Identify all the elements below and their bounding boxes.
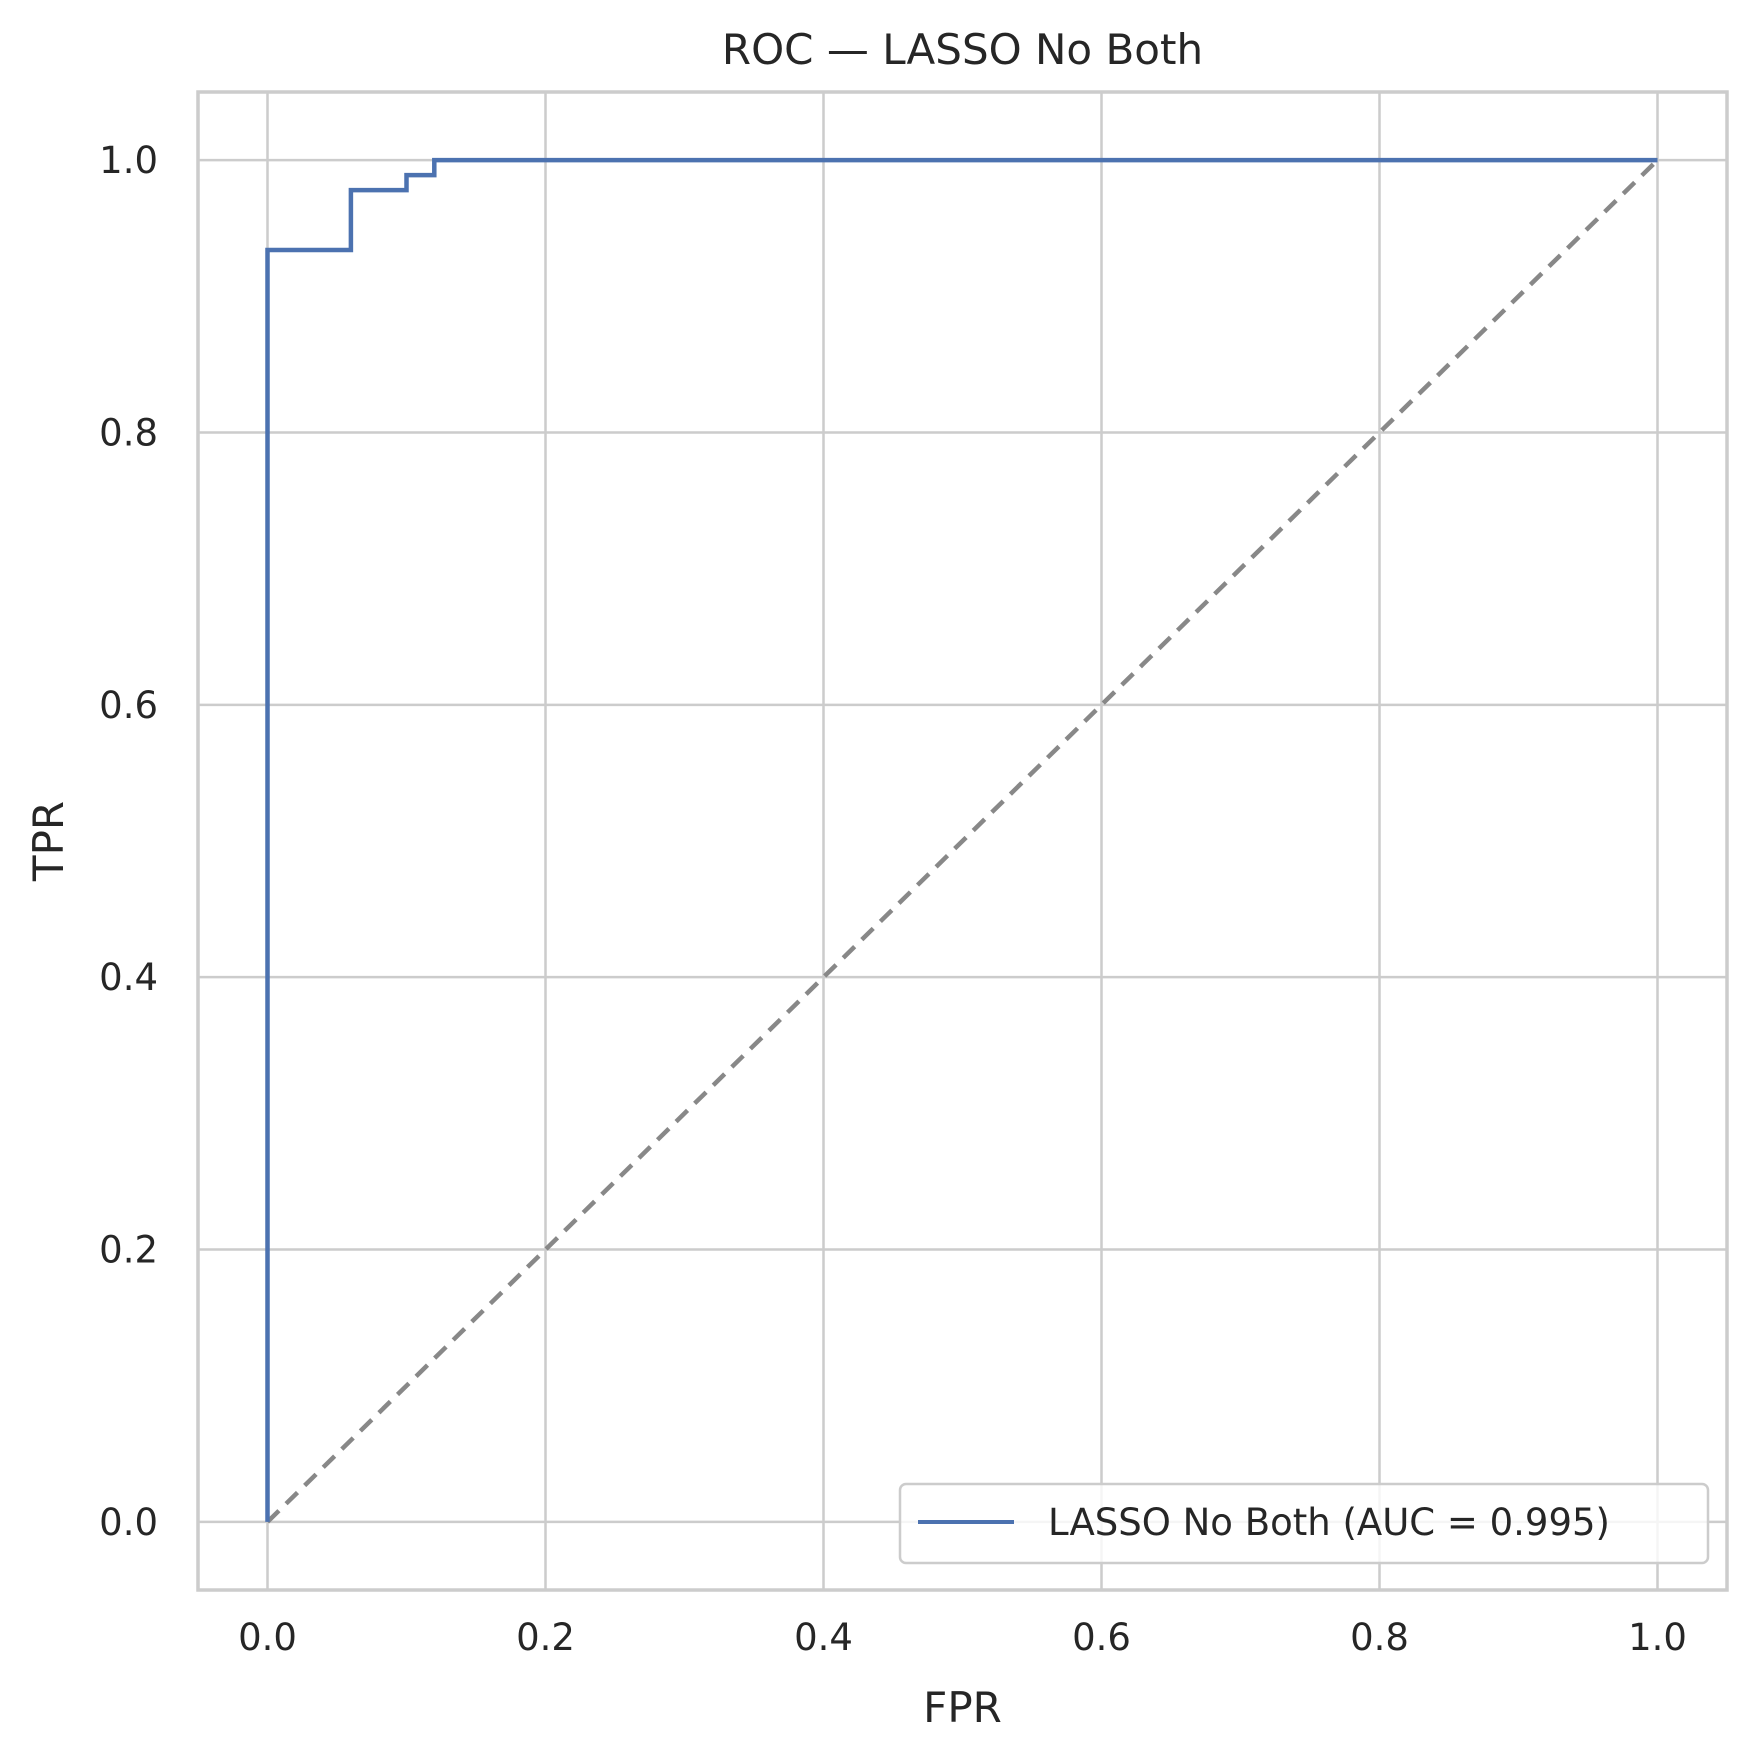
- x-tick-label: 0.2: [516, 1616, 575, 1659]
- y-tick-label: 0.0: [99, 1501, 158, 1544]
- y-tick-label: 0.2: [99, 1229, 158, 1272]
- y-axis-label: TPR: [24, 801, 73, 882]
- y-tick-label: 0.8: [99, 411, 158, 454]
- x-axis-label: FPR: [923, 1683, 1002, 1732]
- x-tick-label: 0.6: [1072, 1616, 1131, 1659]
- plot-frame: [196, 90, 1729, 1592]
- tick-labels: 0.0 0.2 0.4 0.6 0.8 1.0 0.0 0.2 0.4 0.6 0.8 1.0: [99, 139, 1687, 1659]
- legend: LASSO No Both (AUC = 0.995): [898, 1482, 1710, 1565]
- roc-curve: [265, 157, 1658, 1522]
- series-layer: [265, 157, 1660, 1524]
- y-tick-label: 0.6: [99, 684, 158, 727]
- x-tick-label: 0.4: [794, 1616, 853, 1659]
- legend-label: LASSO No Both (AUC = 0.995): [1048, 1501, 1610, 1544]
- chance-diagonal-line: [265, 158, 1660, 1524]
- legend-box: [898, 1482, 1710, 1565]
- chart-title: ROC — LASSO No Both: [722, 25, 1203, 74]
- y-tick-label: 1.0: [99, 139, 158, 182]
- y-tick-label: 0.4: [99, 956, 158, 999]
- x-tick-label: 0.0: [238, 1616, 297, 1659]
- x-tick-label: 0.8: [1350, 1616, 1409, 1659]
- x-tick-label: 1.0: [1628, 1616, 1687, 1659]
